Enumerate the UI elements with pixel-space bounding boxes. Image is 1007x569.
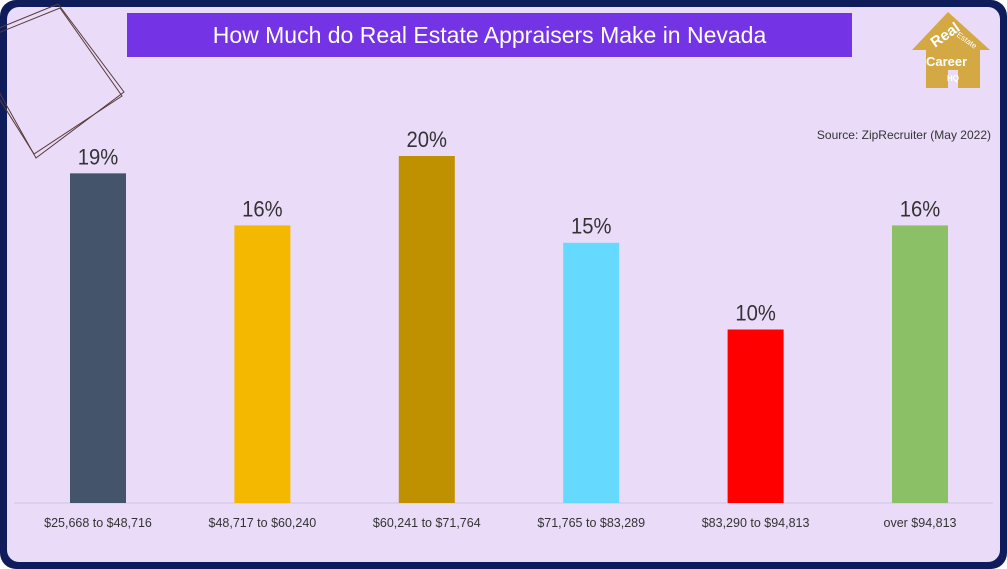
data-label: 19% [78,146,119,170]
bar [892,225,948,503]
bar [727,329,784,503]
category-label: $60,241 to $71,764 [373,516,481,530]
bar [398,156,455,503]
bar [70,173,126,503]
data-label: 20% [407,128,448,152]
category-label: $48,717 to $60,240 [209,516,317,530]
chart-area [7,7,1000,562]
data-label: 15% [571,215,612,239]
data-label: 16% [242,198,283,222]
category-label: $25,668 to $48,716 [44,516,152,530]
data-label: 10% [735,302,776,326]
category-label: $83,290 to $94,813 [702,516,810,530]
decorative-squares [0,3,125,159]
data-label: 16% [900,198,941,222]
bar [234,225,291,503]
source-note: Source: ZipRecruiter (May 2022) [816,128,991,142]
category-label: $71,765 to $83,289 [537,516,645,530]
svg-text:Career: Career [926,54,967,69]
category-label: over $94,813 [884,516,957,530]
logo-icon: Real Estate Career HQ [912,12,990,88]
bar [563,242,620,503]
chart-title: How Much do Real Estate Appraisers Make … [127,13,852,57]
svg-text:HQ: HQ [947,74,959,83]
